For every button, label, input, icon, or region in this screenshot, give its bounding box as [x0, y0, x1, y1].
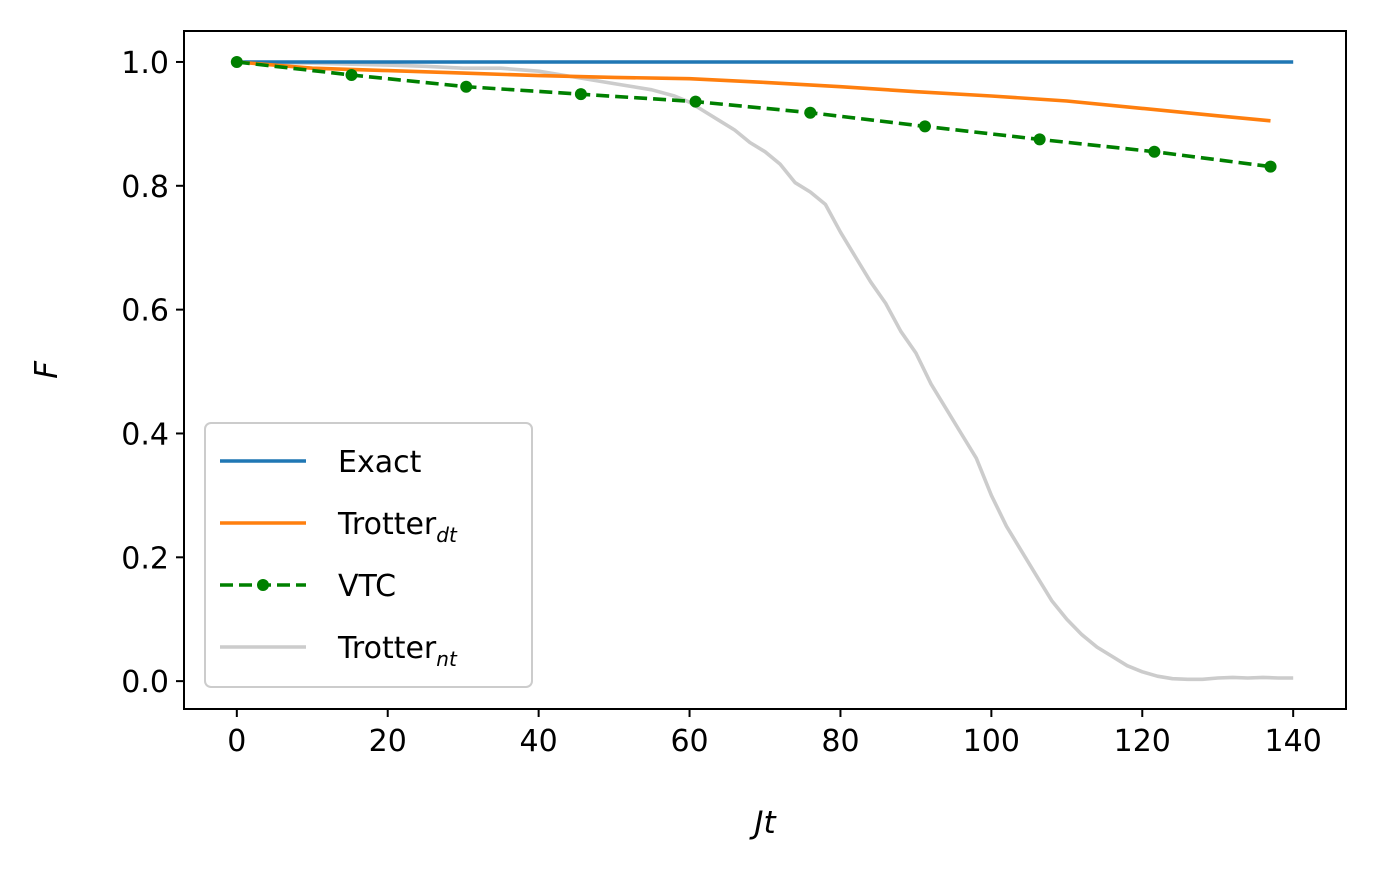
- legend-frame: [204, 422, 533, 688]
- series-line-trotter-nt: [236, 60, 1294, 682]
- series-layer: [230, 55, 1294, 682]
- y-tick-label: 0.0: [121, 665, 169, 700]
- legend-marker: [257, 579, 269, 591]
- legend-label: Exact: [338, 445, 422, 480]
- x-tick-label: 80: [821, 724, 859, 759]
- legend-label: VTC: [338, 569, 396, 604]
- x-tick-label: 20: [369, 724, 407, 759]
- legend-label: Trotterdt: [337, 507, 458, 547]
- x-tick-label: 100: [963, 724, 1020, 759]
- series-line-vtc: [236, 60, 1271, 169]
- y-tick-label: 0.8: [121, 170, 169, 205]
- y-tick-label: 0.6: [121, 294, 169, 329]
- legend-label-main: Trotter: [337, 631, 437, 666]
- plot-frame: [183, 30, 1347, 710]
- data-point-vtc: [804, 106, 817, 119]
- y-axis-label: F: [29, 360, 65, 379]
- data-point-vtc: [345, 68, 358, 81]
- x-tick-label: 120: [1114, 724, 1171, 759]
- x-tick-label: 140: [1265, 724, 1322, 759]
- legend-label-subscript: dt: [436, 523, 458, 547]
- x-tick-label: 40: [520, 724, 558, 759]
- legend-label-main: VTC: [338, 569, 396, 604]
- data-point-vtc: [460, 80, 473, 93]
- data-point-vtc: [918, 120, 931, 133]
- data-point-vtc: [230, 55, 243, 68]
- y-tick-label: 0.4: [121, 417, 169, 452]
- x-tick-label: 60: [670, 724, 708, 759]
- legend-label-subscript: nt: [436, 647, 458, 671]
- data-point-vtc: [1148, 145, 1161, 158]
- y-axis: 0.0 0.2 0.4 0.6 0.8 1.0: [121, 46, 184, 700]
- data-point-vtc: [689, 95, 702, 108]
- data-point-vtc: [1033, 133, 1046, 146]
- y-tick-label: 1.0: [121, 46, 169, 81]
- data-point-vtc: [574, 88, 587, 101]
- y-tick-label: 0.2: [121, 541, 169, 576]
- x-axis-label: Jt: [748, 805, 777, 841]
- legend-label-main: Trotter: [337, 507, 437, 542]
- legend-label-main: Exact: [338, 445, 422, 480]
- legend-label: Trotternt: [337, 631, 458, 671]
- data-point-vtc: [1264, 160, 1277, 173]
- x-tick-label: 0: [227, 724, 246, 759]
- series-line-trotter-dt: [236, 60, 1271, 123]
- x-axis: 0 20 40 60 80 100 120 140: [227, 709, 1322, 759]
